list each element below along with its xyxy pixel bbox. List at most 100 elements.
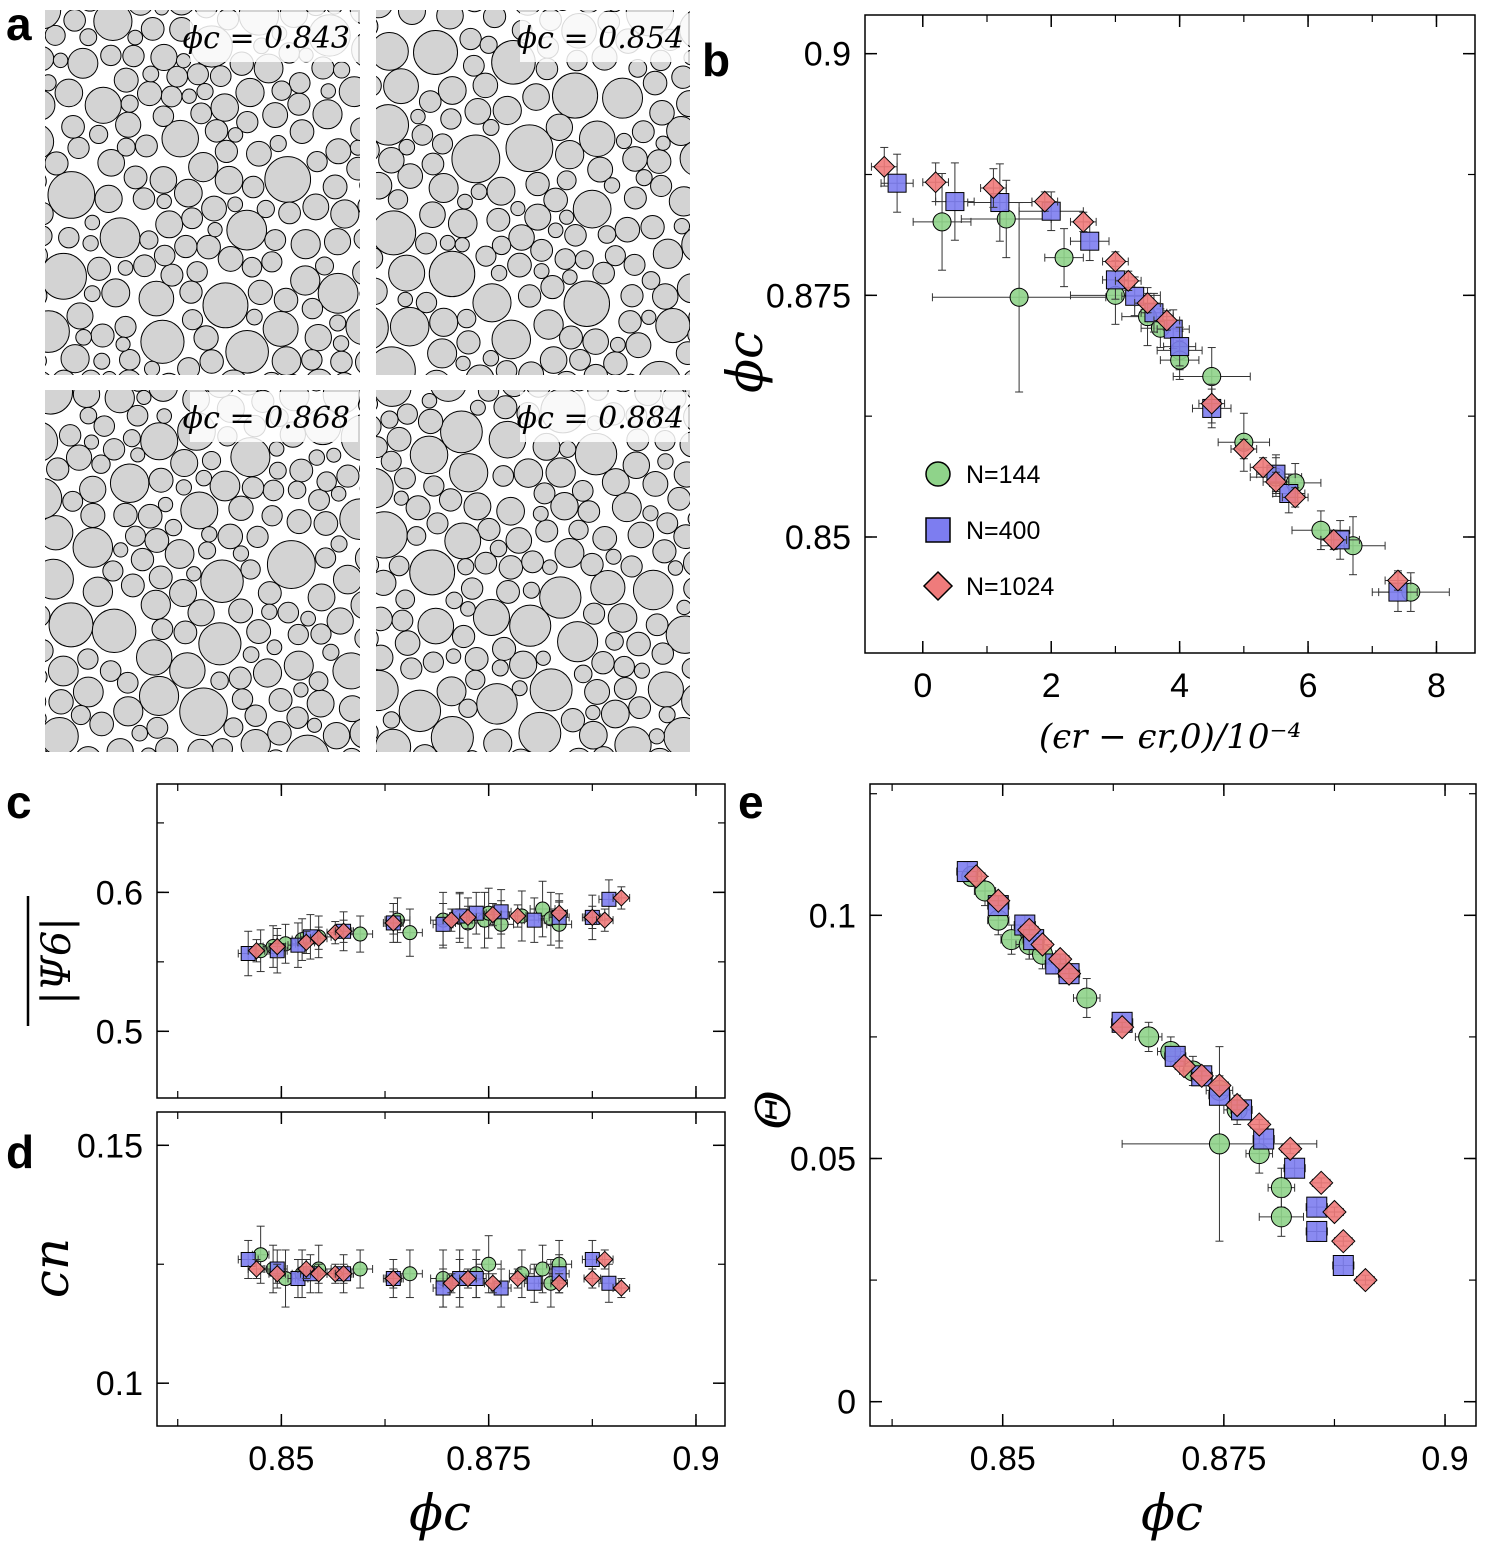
particle [354,628,360,649]
particle [89,711,114,737]
particle [241,476,265,499]
particle [376,346,416,375]
chart-b-xtick-label: 8 [1427,667,1446,705]
particle [470,183,488,201]
particle [397,291,414,308]
particle [81,369,101,375]
particle [256,199,275,219]
chart-e-ytick-label: 0.1 [809,897,856,935]
particle [140,422,179,461]
particle [169,652,206,689]
data-point [595,1249,614,1270]
particle [230,437,271,478]
particle [179,280,203,304]
legend: N=144 N=400 N=1024 [922,461,1054,602]
particle [177,357,201,375]
data-point [583,905,602,929]
particle [317,272,359,314]
legend-marker-n400 [925,517,951,543]
data-point [1207,1073,1232,1098]
particle [138,675,180,717]
particle [642,470,669,497]
particle [376,669,399,712]
packing-snapshot-3 [45,390,360,752]
data-point [870,146,898,187]
particle [288,72,311,94]
particle [423,475,445,497]
particle [378,147,405,174]
particle [157,496,174,513]
particle [465,669,486,690]
particle [267,721,292,746]
particle [574,250,594,270]
particle [268,687,293,712]
particle [639,360,680,375]
particle [522,581,540,599]
data-point [1198,383,1226,424]
particle [673,461,690,488]
particle [376,247,384,269]
particle [601,468,630,496]
series-n144 [251,1225,573,1308]
particle [350,117,360,142]
particle [376,631,379,647]
particle [332,335,350,352]
particle [242,646,260,663]
particle [45,390,74,415]
particle [152,105,175,127]
particle [359,181,360,189]
data-point [1224,1092,1250,1118]
particle [611,492,642,523]
particle [312,99,343,130]
particle [90,323,115,348]
particle [623,253,646,276]
particle [495,360,518,375]
data-point [1322,1199,1347,1225]
series-n1024 [247,886,631,963]
packing-label-box-4: ϕc = 0.884 [517,392,688,442]
particle [141,747,157,752]
particle [386,426,412,452]
particle [517,284,542,308]
packing-label-box-3: ϕc = 0.868 [183,392,358,442]
particle [45,639,54,663]
particle [262,479,285,502]
data-point [247,1258,266,1280]
particle [387,189,409,210]
particle [45,371,50,375]
particle [522,83,550,111]
particle [126,404,149,427]
particle [376,511,408,559]
particle [507,252,532,278]
particle [649,747,670,752]
data-point [1109,1014,1135,1040]
particle [397,10,426,25]
particle [560,708,586,733]
particle [82,576,114,607]
particle [330,486,347,502]
particle [156,193,172,210]
chart-d-ylabel: cn [22,1238,80,1298]
particle [193,325,219,351]
particle [262,310,299,347]
legend-marker-n1024 [922,570,954,602]
particle [607,603,638,633]
particle [602,77,644,119]
particle [301,349,323,371]
particle [529,668,573,712]
particle [79,406,98,425]
panel-letter-c: c [6,776,32,828]
particle [226,209,268,251]
particle [622,451,651,479]
particle [241,256,263,278]
data-point [1353,1267,1378,1293]
particle [170,10,193,16]
particle [651,642,675,665]
particle [648,728,665,745]
particle [257,581,282,606]
particle [45,24,66,46]
data-point [1283,1157,1306,1179]
particle [676,273,690,304]
particle [422,651,444,673]
data-point [1069,221,1110,262]
